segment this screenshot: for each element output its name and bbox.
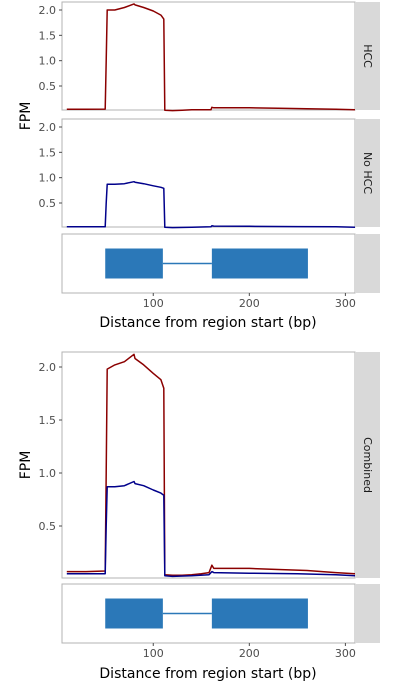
gene-top-exon-1 bbox=[211, 248, 308, 279]
panel-hcc-lines bbox=[66, 3, 356, 112]
gene-bottom-x-tick-label: 100 bbox=[143, 647, 164, 660]
strip-hcc bbox=[356, 2, 380, 110]
panel-no-hcc-y-ticks: 0.5 1.0 1.5 2.0 bbox=[39, 121, 62, 210]
panel-combined-frame bbox=[61, 351, 356, 579]
gene-bottom-exon-0 bbox=[105, 598, 163, 629]
gene-track-bottom: 100 200 300 Distance from region start (bp… bbox=[61, 583, 380, 682]
gene-top-x-tick-label: 300 bbox=[335, 297, 356, 310]
no-hcc-y-tick-label: 1.5 bbox=[39, 146, 57, 159]
panel-no-hcc-frame bbox=[61, 118, 356, 228]
gene-top-x-tick-label: 200 bbox=[239, 297, 260, 310]
gene-track-bottom-features bbox=[105, 598, 308, 629]
combined-y-tick-label: 1.0 bbox=[39, 467, 57, 480]
hcc-y-tick-label: 1.0 bbox=[39, 55, 57, 68]
panel-combined-lines bbox=[66, 353, 356, 578]
gene-top-x-tick-label: 100 bbox=[143, 297, 164, 310]
gene-track-top: 100 200 300 Distance from region start (bp… bbox=[61, 233, 380, 331]
panel-hcc: HCC 0.5 1.0 1.5 2.0 FPM bbox=[18, 1, 380, 131]
panel-combined-y-title: FPM bbox=[18, 451, 34, 480]
panel-no-hcc-lines bbox=[66, 180, 356, 229]
bottom-x-axis-title: Distance from region start (bp) bbox=[99, 666, 316, 682]
gene-top-exon-0 bbox=[105, 248, 163, 279]
gene-bottom-x-tick-label: 300 bbox=[335, 647, 356, 660]
panel-no-hcc: No HCC 0.5 1.0 1.5 2.0 bbox=[39, 118, 380, 229]
gene-track-top-strip bbox=[356, 234, 380, 293]
hcc-y-tick-label: 2.0 bbox=[39, 4, 57, 17]
combined-y-tick-label: 2.0 bbox=[39, 361, 57, 374]
strip-hcc-label: HCC bbox=[361, 44, 374, 68]
combined-y-tick-label: 0.5 bbox=[39, 520, 57, 533]
gene-track-top-features bbox=[105, 248, 308, 279]
strip-no-hcc-label: No HCC bbox=[361, 152, 374, 194]
panel-hcc-y-title: FPM bbox=[18, 102, 34, 131]
gene-bottom-exon-1 bbox=[211, 598, 308, 629]
panel-combined: Combined 0.5 1.0 1.5 2.0 FPM bbox=[18, 351, 380, 579]
no-hcc-series-line-0 bbox=[66, 180, 356, 229]
combined-series-line-1 bbox=[66, 480, 356, 578]
panel-hcc-y-ticks: 0.5 1.0 1.5 2.0 bbox=[39, 4, 62, 93]
gene-bottom-x-tick-label: 200 bbox=[239, 647, 260, 660]
strip-combined-label: Combined bbox=[361, 437, 374, 493]
hcc-y-tick-label: 0.5 bbox=[39, 80, 57, 93]
gene-track-bottom-strip bbox=[356, 584, 380, 643]
hcc-series-line-0 bbox=[66, 3, 356, 112]
combined-y-tick-label: 1.5 bbox=[39, 414, 57, 427]
no-hcc-y-tick-label: 2.0 bbox=[39, 121, 57, 134]
panel-hcc-frame bbox=[61, 1, 356, 111]
hcc-y-tick-label: 1.5 bbox=[39, 29, 57, 42]
panel-combined-y-ticks: 0.5 1.0 1.5 2.0 bbox=[39, 361, 62, 533]
no-hcc-y-tick-label: 0.5 bbox=[39, 197, 57, 210]
gene-track-bottom-x-ticks: 100 200 300 bbox=[143, 643, 356, 660]
strip-no-hcc bbox=[356, 119, 380, 227]
gene-track-top-x-ticks: 100 200 300 bbox=[143, 293, 356, 310]
strip-combined bbox=[356, 352, 380, 578]
no-hcc-y-tick-label: 1.0 bbox=[39, 172, 57, 185]
top-x-axis-title: Distance from region start (bp) bbox=[99, 315, 316, 331]
